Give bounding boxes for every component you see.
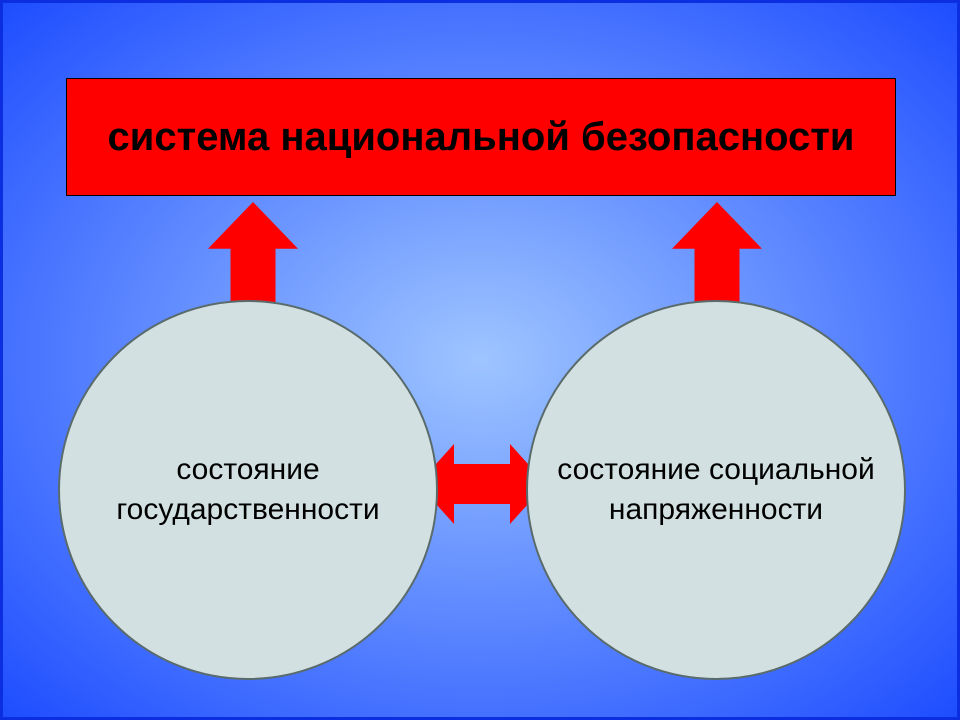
circle-right: состояние социальной напряженности xyxy=(526,300,906,680)
circle-left: состояние государственности xyxy=(58,300,438,680)
circle-left-text: состояние государственности xyxy=(60,450,436,531)
title-box: система национальной безопасности xyxy=(66,78,896,196)
circle-right-text: состояние социальной напряженности xyxy=(528,450,904,531)
arrow-up-left xyxy=(208,202,298,310)
arrow-up-right xyxy=(672,202,762,310)
title-text: система национальной безопасности xyxy=(108,115,855,160)
